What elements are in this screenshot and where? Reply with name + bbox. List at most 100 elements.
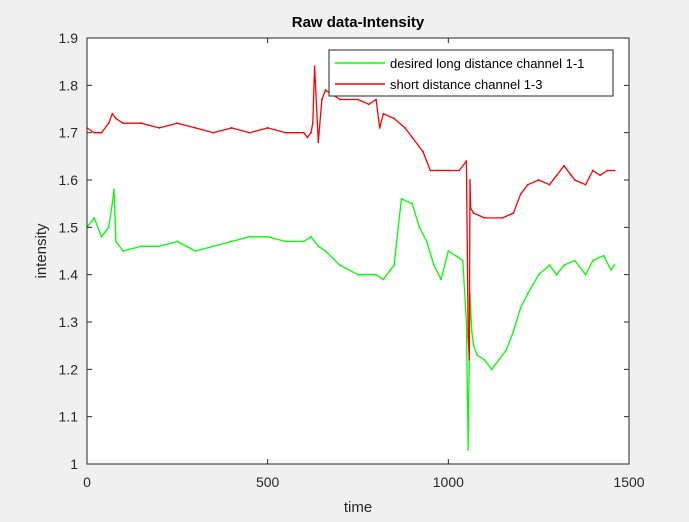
data-point [158, 245, 161, 248]
data-point [440, 278, 443, 281]
data-point [461, 259, 464, 262]
data-point [367, 103, 370, 106]
y-tick-label: 1.8 [59, 77, 79, 93]
data-point [465, 160, 468, 162]
legend[interactable]: desired long distance channel 1-1 short … [328, 49, 614, 97]
data-point [429, 169, 432, 172]
data-point [230, 240, 233, 243]
data-point [467, 448, 470, 451]
data-point [436, 169, 439, 172]
data-point [498, 358, 500, 361]
data-point [113, 188, 115, 191]
y-tick-label: 1.6 [59, 172, 79, 188]
y-tick-label: 1.3 [59, 314, 79, 330]
data-point [339, 264, 341, 267]
data-point [194, 250, 197, 252]
data-point [422, 150, 424, 153]
series-short-distance-channel [87, 65, 615, 361]
y-tick-label: 1.5 [59, 219, 79, 235]
data-point [458, 169, 461, 172]
data-point [93, 216, 96, 219]
data-point [324, 89, 327, 91]
data-point [548, 183, 551, 186]
data-point [469, 179, 471, 181]
data-point [468, 358, 471, 361]
legend-label-long-distance: desired long distance channel 1-1 [390, 56, 584, 71]
data-point [107, 226, 110, 229]
data-point [230, 127, 233, 129]
data-point [176, 240, 179, 243]
data-point [302, 131, 305, 134]
data-point [447, 250, 450, 252]
data-point [111, 112, 114, 115]
data-point [472, 212, 475, 215]
data-point [317, 141, 320, 144]
data-point [555, 174, 558, 177]
x-tick-label: 1000 [433, 474, 464, 490]
data-point [382, 112, 385, 115]
data-point [115, 240, 117, 243]
data-point [212, 245, 215, 248]
legend-box [328, 49, 614, 97]
data-point [418, 226, 421, 229]
data-point [140, 122, 143, 125]
data-point [378, 127, 381, 129]
data-point [100, 131, 103, 134]
data-point [465, 321, 468, 323]
data-point [505, 349, 508, 352]
x-tick-label: 1500 [613, 474, 644, 490]
data-point [472, 344, 475, 347]
data-point [284, 131, 287, 134]
data-point [490, 368, 493, 371]
data-point [266, 235, 269, 238]
data-point [324, 250, 327, 252]
data-point [602, 254, 605, 257]
y-tick-label: 1.4 [59, 267, 79, 283]
data-point [389, 269, 392, 271]
data-point [248, 131, 251, 134]
axes-box [86, 37, 630, 465]
data-point [537, 179, 540, 181]
data-point [411, 136, 414, 139]
data-point [266, 127, 269, 129]
data-point [526, 292, 529, 295]
data-point [467, 335, 470, 338]
data-point [310, 131, 312, 134]
data-point [107, 122, 110, 125]
data-point [320, 98, 323, 101]
data-point [591, 169, 594, 172]
data-point [212, 131, 215, 134]
data-point [310, 235, 312, 238]
data-point [248, 235, 251, 238]
x-tick-label: 500 [256, 474, 280, 490]
data-point [563, 264, 565, 267]
data-point [613, 169, 616, 172]
data-point [284, 240, 287, 243]
data-point [400, 198, 403, 200]
data-point [140, 245, 143, 248]
y-tick-label: 1.9 [59, 30, 79, 46]
series-layer [87, 65, 616, 451]
data-point [382, 278, 385, 281]
data-point [339, 98, 341, 101]
data-point [447, 169, 450, 172]
data-point [519, 193, 522, 196]
data-point [302, 240, 305, 243]
y-axis-label: intensity [33, 223, 50, 279]
data-point [584, 273, 587, 276]
data-point [483, 216, 486, 219]
data-point [393, 264, 396, 267]
y-tick-label: 1.7 [59, 125, 79, 141]
data-point [375, 98, 377, 101]
data-point [111, 202, 114, 205]
y-tick-label: 1.2 [59, 361, 79, 377]
data-point [470, 330, 473, 333]
plot-area [87, 38, 629, 464]
data-point [573, 179, 576, 181]
y-tick-label: 1.1 [59, 409, 79, 425]
data-point [512, 212, 515, 215]
data-point [606, 169, 609, 172]
data-point [519, 306, 522, 309]
data-point [100, 235, 103, 238]
